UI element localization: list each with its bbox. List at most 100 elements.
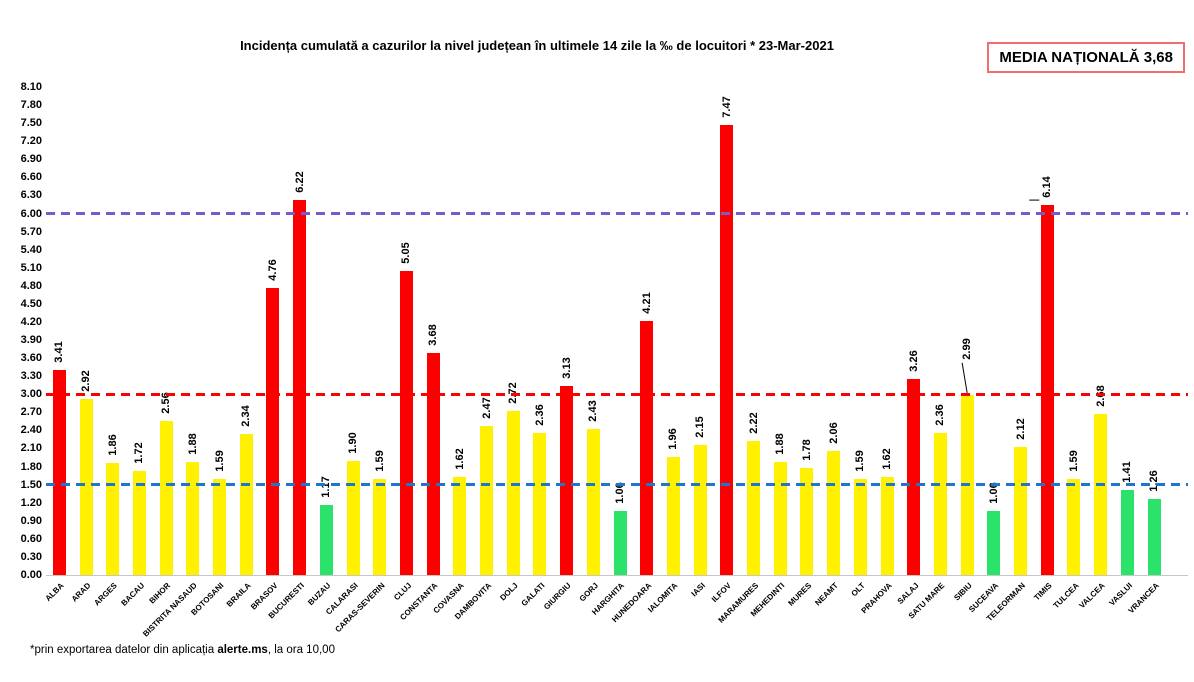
bar-giurgiu [560,386,574,575]
y-axis-tick-label: 7.50 [20,117,42,130]
bar-value-label: 3.41 [53,340,66,363]
x-axis-label: BACAU [119,581,146,608]
x-axis-label: ILFOV [710,581,734,605]
bar-galati [533,432,547,575]
bar-prahova [880,477,894,575]
bar-vaslui [1120,490,1134,575]
x-axis-label: IASI [689,581,707,599]
bar-value-label: 3.68 [427,324,440,346]
national-average-box: MEDIA NAȚIONALĂ 3,68 [987,42,1185,73]
bar-gorj [586,428,600,575]
bar-value-label: 1.59 [213,450,226,472]
y-axis-tick-label: 1.80 [20,460,42,473]
bar-value-label: 6.14 [1041,176,1054,198]
y-axis-tick-label: 3.30 [20,370,42,383]
bar-suceava [987,511,1001,575]
y-axis-tick-label: 2.70 [20,406,42,419]
y-axis-tick-label: 2.40 [20,424,42,437]
bar-maramures [747,441,761,575]
x-axis-line [46,575,1188,576]
bar-ilfov [720,124,734,575]
x-axis-label: ARGES [92,581,120,608]
bar-value-label: 2.36 [934,404,947,426]
x-axis-label: BUZAU [306,581,333,608]
bar-value-label: 1.96 [667,428,680,450]
bar-value-label: 1.88 [186,433,199,455]
y-axis-tick-label: 4.80 [20,279,42,292]
bar-value-label: 2.06 [827,422,840,444]
bar-value-label: 2.36 [533,404,546,426]
y-axis-tick-label: 4.20 [20,315,42,328]
y-axis-tick-label: 1.50 [20,478,42,491]
bar-value-label: 1.59 [854,450,867,472]
bar-satu-mare [933,432,947,575]
bar-value-label: 7.47 [720,96,733,118]
x-axis-label: SIBIU [952,581,974,603]
bar-buzau [319,504,333,575]
bar-value-label: 6.22 [293,171,306,193]
bar-olt [853,479,867,575]
bar-value-label: 1.86 [106,434,119,456]
y-axis-tick-label: 0.00 [20,569,42,581]
bar-teleorman [1014,447,1028,575]
bar-covasna [453,477,467,575]
bar-value-label: 2.43 [587,399,600,422]
bar-calarasi [346,460,360,575]
bar-valcea [1094,413,1108,575]
bar-hunedoara [640,321,654,575]
bar-braila [239,434,253,575]
y-axis-tick-label: 7.20 [20,135,42,148]
x-axis-label: VASLUI [1107,581,1134,608]
x-axis-label: BIHOR [147,581,173,606]
x-axis-label: GIURGIU [542,581,574,612]
x-axis-label: ARAD [69,581,93,604]
reference-line-6.00 [46,212,1188,216]
y-axis-tick-label: 5.10 [20,261,42,274]
x-axis-label: CARAS-SEVERIN [332,581,387,635]
bar-value-label: 4.21 [640,292,653,315]
y-axis-tick-label: 8.10 [20,81,42,93]
bar-dolj [506,411,520,575]
bar-arad [79,399,93,575]
bar-value-label: 1.72 [133,442,146,465]
bar-botosani [213,479,227,575]
y-axis-tick-label: 6.30 [20,189,42,202]
y-axis-tick-label: 3.00 [20,388,42,401]
y-axis-tick-label: 0.90 [20,514,42,527]
y-axis-tick-label: 0.60 [20,532,42,545]
bar-bihor [159,420,173,575]
y-axis-tick-label: 5.70 [20,225,42,238]
bar-value-label: 1.88 [774,433,787,455]
bar-neamt [827,450,841,575]
x-axis-label: MURES [786,581,814,608]
bar-tulcea [1067,479,1081,575]
bar-value-label: 2.22 [747,412,760,434]
bar-value-label: 3.13 [560,357,573,380]
y-axis-tick-label: 1.20 [20,496,42,509]
bar-value-label: 2.99 [961,338,974,360]
bar-arges [106,462,120,575]
x-axis-label: CLUJ [391,581,413,603]
bar-vrancea [1147,499,1161,575]
footnote-prefix: *prin exportarea datelor din aplicația [30,644,218,656]
bar-value-label: 1.59 [373,450,386,472]
bar-value-label: 2.92 [80,370,93,392]
bar-harghita [613,511,627,575]
reference-line-3.00 [46,392,1188,396]
bar-iasi [693,445,707,575]
y-axis-tick-label: 3.90 [20,334,42,347]
y-axis-tick-label: 6.60 [20,171,42,184]
bar-value-label: 5.05 [400,242,413,264]
bar-bucuresti [293,200,307,575]
y-axis-tick-label: 7.80 [20,99,42,112]
footnote: *prin exportarea datelor din aplicația a… [30,644,335,656]
bar-alba [52,369,66,575]
bar-value-label: 1.78 [800,439,813,461]
y-axis-tick-label: 6.00 [20,207,42,220]
x-axis-label: DOLJ [498,581,520,603]
y-axis-tick-label: 0.30 [20,550,42,563]
x-axis-label: GORJ [577,581,600,604]
x-axis-label: SALAJ [895,581,921,606]
